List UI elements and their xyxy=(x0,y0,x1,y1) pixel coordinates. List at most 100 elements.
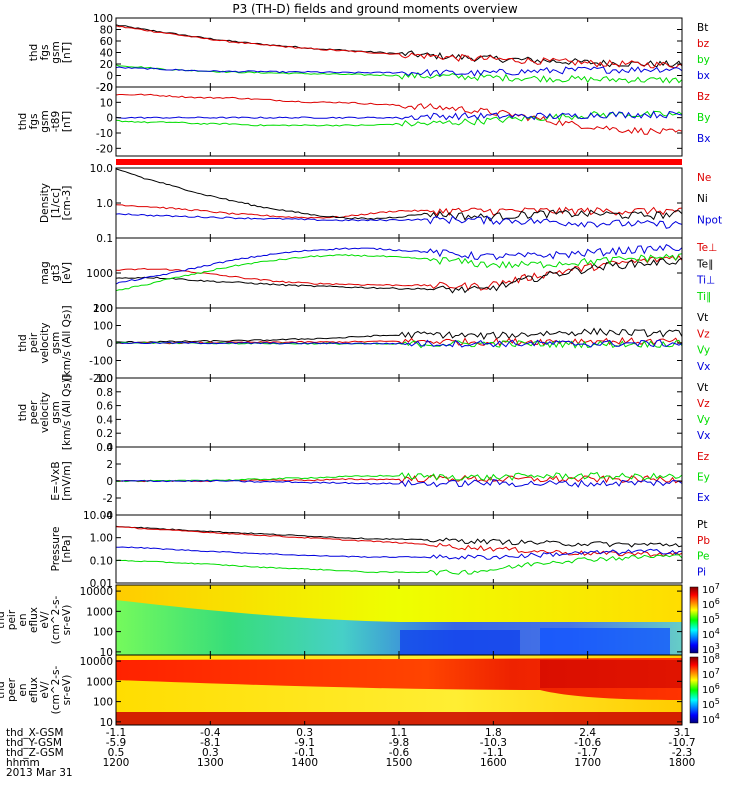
x-axis-value: 3.1 xyxy=(673,727,691,739)
series-bz xyxy=(115,93,683,135)
series-bx xyxy=(115,66,683,77)
y-axis-label: peer xyxy=(28,400,40,425)
y-tick-label: -20 xyxy=(96,143,113,155)
legend-vz: Vz xyxy=(697,328,710,340)
series-pt xyxy=(115,525,683,548)
x-axis-value: -2.3 xyxy=(671,747,693,759)
axis-2: 20 10 0 -10 -20 thd fgs gsm -t89 [nT] Bz By Bx xyxy=(17,82,710,157)
legend-ne: Ne xyxy=(697,172,711,184)
y-axis-label: E=-VxB xyxy=(50,461,62,500)
y-axis-label: thd xyxy=(0,681,7,698)
y-axis-label: thd xyxy=(17,113,29,130)
series-te⊥ xyxy=(115,255,683,292)
y-axis-label: eV/ xyxy=(39,681,51,699)
y-tick-label: 20 xyxy=(100,59,113,71)
x-axis-value: 1.1 xyxy=(390,727,408,739)
y-axis-label: [nPa] xyxy=(61,535,73,562)
y-axis-label: -t89 xyxy=(50,111,62,132)
series-ex xyxy=(115,479,683,488)
series-te∥ xyxy=(115,257,683,294)
legend-pe: Pe xyxy=(697,551,709,563)
colorbar-2 xyxy=(689,656,699,724)
x-axis-value: 1700 xyxy=(574,757,602,769)
legend-te∥: Te∥ xyxy=(696,258,713,270)
y-tick-label: 10000 xyxy=(80,586,113,598)
y-axis-label: sr-eV) xyxy=(61,605,73,636)
y-tick-label: 1.0 xyxy=(96,373,113,385)
x-axis-value: -10.7 xyxy=(668,737,696,749)
legend-npot: Npot xyxy=(697,214,722,226)
axis-8: 10.00 1.00 0.10 0.01 Pressure [nPa] Pt Pb Pe Pi xyxy=(50,510,710,590)
y-tick-label: 0 xyxy=(106,71,113,83)
legend-vz: Vz xyxy=(697,398,710,410)
y-tick-label: 1.00 xyxy=(90,533,113,545)
y-axis-label: Density xyxy=(39,183,51,223)
x-axis-value: 1500 xyxy=(385,757,413,769)
y-axis-label: [mV/m] xyxy=(61,461,73,500)
y-axis-label: fgs xyxy=(39,45,51,61)
x-axis-value: -0.1 xyxy=(294,747,315,759)
y-axis-label: peer xyxy=(6,677,18,702)
series-vx xyxy=(115,339,683,348)
panel-5 xyxy=(115,327,683,349)
y-tick-label: -100 xyxy=(89,356,113,368)
x-axis-value: -0.4 xyxy=(200,727,221,739)
axis-3: 10.0 1.0 0.1 Density [1/cc] [cm-3] Ne Ni Npot xyxy=(39,163,722,245)
y-tick-label: 100 xyxy=(93,321,113,333)
x-axis-row-label: hhmm xyxy=(6,757,40,769)
y-tick-label: 0 xyxy=(106,476,113,488)
series-npot xyxy=(115,213,683,229)
y-axis-label: [nT] xyxy=(61,111,73,132)
y-tick-label: 4 xyxy=(106,442,113,454)
y-axis-label: velocity xyxy=(39,322,51,363)
legend-pt: Pt xyxy=(697,519,707,531)
y-tick-label: 1000 xyxy=(86,676,113,688)
y-tick-label: 2 xyxy=(106,459,113,471)
y-axis-label: [1/cc] xyxy=(50,188,62,218)
y-tick-label: 1000 xyxy=(86,606,113,618)
y-tick-label: -20 xyxy=(96,82,113,94)
legend-pb: Pb xyxy=(697,535,710,547)
legend-bt: Bt xyxy=(697,22,708,34)
y-tick-label: -4 xyxy=(103,510,114,522)
y-axis-label: sr-eV) xyxy=(61,675,73,706)
y-tick-label: 100 xyxy=(93,697,113,709)
y-tick-label: 10.0 xyxy=(90,163,113,175)
colorbar-tick: 107 xyxy=(702,582,720,596)
legend-by: By xyxy=(697,112,710,124)
y-axis-label: en xyxy=(17,683,29,696)
series-pe xyxy=(115,554,683,576)
y-tick-label: 0 xyxy=(106,338,113,350)
series-ey xyxy=(116,471,683,483)
legend-bx: Bx xyxy=(697,133,710,145)
legend-vy: Vy xyxy=(697,414,710,426)
y-axis-label: peir xyxy=(6,609,18,630)
x-axis-value: 0.3 xyxy=(201,747,219,759)
x-axis-value: 1200 xyxy=(102,757,130,769)
legend-vy: Vy xyxy=(697,345,710,357)
x-axis-value: 2.4 xyxy=(579,727,596,739)
legend-bz: Bz xyxy=(697,91,710,103)
x-axis-value: -9.1 xyxy=(294,737,315,749)
x-axis-value: -0.6 xyxy=(388,747,410,759)
y-tick-label: 10 xyxy=(100,97,113,109)
x-axis-value: 1.8 xyxy=(484,727,502,739)
axis-7: 4 2 0 -2 -4 E=-VxB [mV/m] Ez Ey Ex xyxy=(50,442,710,522)
y-tick-label: 0.10 xyxy=(90,555,113,567)
y-axis-label: peir xyxy=(28,332,40,353)
y-tick-label: -200 xyxy=(89,373,113,385)
series-bt xyxy=(115,24,683,68)
x-axis-value: -5.9 xyxy=(105,737,127,749)
y-axis-label: [cm-3] xyxy=(61,186,73,221)
legend-ti⊥: Ti⊥ xyxy=(696,275,715,287)
colorbar-tick: 107 xyxy=(702,667,720,681)
y-axis-label: [km/s (All Qs)] xyxy=(61,305,73,380)
panel-2 xyxy=(115,93,683,135)
x-axis-row-label: thd_Z-GSM xyxy=(6,747,64,759)
legend-bz: bz xyxy=(697,38,710,50)
colorbar-tick: 104 xyxy=(702,627,720,641)
y-tick-label: 20 xyxy=(100,82,113,94)
y-tick-label: 10.00 xyxy=(83,510,113,522)
y-axis-label: en xyxy=(17,613,29,626)
